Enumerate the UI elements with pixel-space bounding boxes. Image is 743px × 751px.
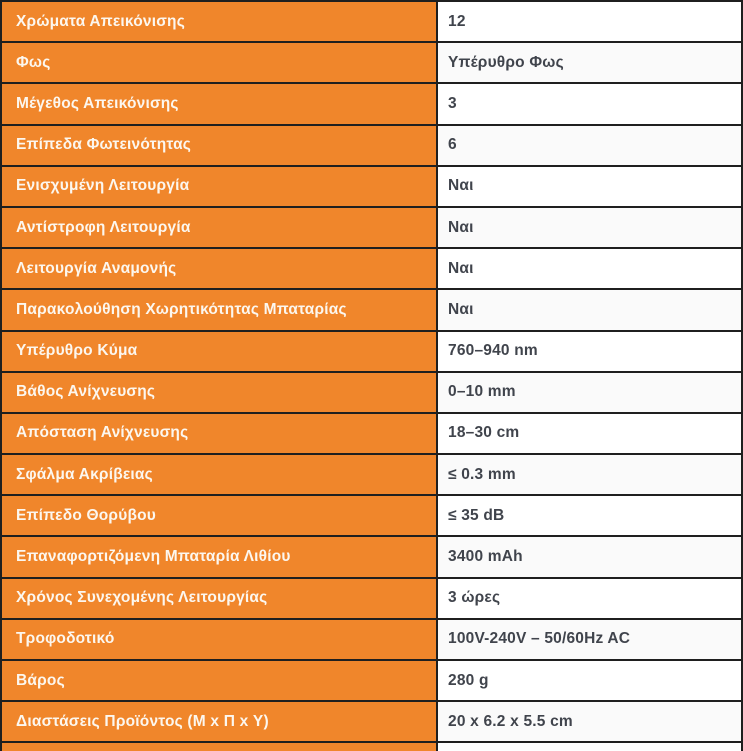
spec-value: 20 x 6.2 x 5.5 cm xyxy=(448,712,573,730)
spec-label-cell: Χρώματα Απεικόνισης xyxy=(2,2,438,42)
spec-label: Φως xyxy=(16,53,51,71)
table-row: Τροφοδοτικό 100V-240V – 50/60Hz AC xyxy=(2,619,741,661)
spec-value-cell: 12 xyxy=(438,2,741,42)
spec-label-cell: Σφάλμα Ακρίβειας xyxy=(2,455,438,495)
spec-label-cell: Διαστάσεις Προϊόντος (Μ x Π x Υ) xyxy=(2,702,438,742)
partial-value-cell xyxy=(438,743,741,751)
spec-value-cell: ≤ 0.3 mm xyxy=(438,455,741,495)
spec-value: Ναι xyxy=(448,177,474,195)
spec-value-cell: Ναι xyxy=(438,166,741,206)
spec-label: Βάρος xyxy=(16,671,65,689)
spec-label-cell: Ενισχυμένη Λειτουργία xyxy=(2,166,438,206)
spec-label-cell: Μέγεθος Απεικόνισης xyxy=(2,84,438,124)
spec-label: Τροφοδοτικό xyxy=(16,630,115,648)
table-row: Μέγεθος Απεικόνισης 3 xyxy=(2,84,741,126)
spec-label: Αντίστροφη Λειτουργία xyxy=(16,218,191,236)
table-row: Επίπεδα Φωτεινότητας 6 xyxy=(2,125,741,167)
table-row: Λειτουργία Αναμονής Ναι xyxy=(2,249,741,291)
spec-label-cell: Παρακολούθηση Χωρητικότητας Μπαταρίας xyxy=(2,290,438,330)
spec-value: Ναι xyxy=(448,259,474,277)
table-row: Ενισχυμένη Λειτουργία Ναι xyxy=(2,166,741,208)
table-row: Απόσταση Ανίχνευσης 18–30 cm xyxy=(2,413,741,456)
spec-label: Χρόνος Συνεχομένης Λειτουργίας xyxy=(16,589,268,607)
spec-label-cell: Τροφοδοτικό xyxy=(2,619,438,659)
spec-label: Επίπεδο Θορύβου xyxy=(16,506,156,524)
table-row: Βάρος 280 g xyxy=(2,661,741,703)
spec-value-cell: Ναι xyxy=(438,207,741,248)
spec-value-cell: 280 g xyxy=(438,661,741,701)
table-row: Διαστάσεις Προϊόντος (Μ x Π x Υ) 20 x 6.… xyxy=(2,702,741,744)
spec-value: 3 ώρες xyxy=(448,589,501,607)
spec-value-cell: 20 x 6.2 x 5.5 cm xyxy=(438,702,741,742)
spec-label: Παρακολούθηση Χωρητικότητας Μπαταρίας xyxy=(16,300,347,318)
spec-value-cell: 3400 mAh xyxy=(438,537,741,577)
spec-label: Βάθος Ανίχνευσης xyxy=(16,383,156,401)
spec-value: 3400 mAh xyxy=(448,548,523,566)
spec-value-cell: Ναι xyxy=(438,290,741,330)
spec-label-cell: Επίπεδο Θορύβου xyxy=(2,496,438,536)
table-row: Επαναφορτιζόμενη Μπαταρία Λιθίου 3400 mA… xyxy=(2,537,741,579)
spec-label-cell: Απόσταση Ανίχνευσης xyxy=(2,413,438,454)
table-row: Φως Υπέρυθρο Φως xyxy=(2,43,741,85)
spec-value: Ναι xyxy=(448,300,474,318)
spec-value-cell: Ναι xyxy=(438,249,741,289)
spec-label-cell: Επίπεδα Φωτεινότητας xyxy=(2,125,438,165)
table-row: Επίπεδο Θορύβου ≤ 35 dB xyxy=(2,496,741,538)
spec-value: Ναι xyxy=(448,218,474,236)
table-row: Σφάλμα Ακρίβειας ≤ 0.3 mm xyxy=(2,455,741,497)
spec-label: Επαναφορτιζόμενη Μπαταρία Λιθίου xyxy=(16,548,291,566)
spec-value-cell: 6 xyxy=(438,125,741,165)
spec-label-cell: Χρόνος Συνεχομένης Λειτουργίας xyxy=(2,578,438,618)
spec-label: Λειτουργία Αναμονής xyxy=(16,259,177,277)
partial-clipped-row xyxy=(2,743,741,751)
spec-label-cell: Λειτουργία Αναμονής xyxy=(2,249,438,289)
spec-value: 12 xyxy=(448,12,466,30)
spec-label-cell: Αντίστροφη Λειτουργία xyxy=(2,207,438,248)
spec-value-cell: 760–940 nm xyxy=(438,331,741,371)
spec-value: 3 xyxy=(448,94,457,112)
table-row: Παρακολούθηση Χωρητικότητας Μπαταρίας Να… xyxy=(2,290,741,332)
spec-value: ≤ 35 dB xyxy=(448,506,505,524)
spec-label-cell: Επαναφορτιζόμενη Μπαταρία Λιθίου xyxy=(2,537,438,577)
table-row: Αντίστροφη Λειτουργία Ναι xyxy=(2,207,741,250)
table-row: Χρώματα Απεικόνισης 12 xyxy=(2,2,741,44)
spec-value: ≤ 0.3 mm xyxy=(448,465,516,483)
spec-label: Χρώματα Απεικόνισης xyxy=(16,12,185,30)
table-row: Βάθος Ανίχνευσης 0–10 mm xyxy=(2,372,741,414)
spec-value-cell: ≤ 35 dB xyxy=(438,496,741,536)
spec-value: 280 g xyxy=(448,671,489,689)
spec-label: Επίπεδα Φωτεινότητας xyxy=(16,136,192,154)
spec-label-cell: Υπέρυθρο Κύμα xyxy=(2,331,438,371)
spec-label: Ενισχυμένη Λειτουργία xyxy=(16,177,190,195)
spec-label: Μέγεθος Απεικόνισης xyxy=(16,94,179,112)
spec-value: Υπέρυθρο Φως xyxy=(448,53,564,71)
spec-value-cell: 18–30 cm xyxy=(438,413,741,454)
spec-value-cell: 3 ώρες xyxy=(438,578,741,618)
partial-label-cell xyxy=(2,743,438,751)
spec-label-cell: Φως xyxy=(2,43,438,83)
spec-value: 760–940 nm xyxy=(448,342,538,360)
spec-value-cell: 100V-240V – 50/60Hz AC xyxy=(438,619,741,659)
spec-value: 18–30 cm xyxy=(448,424,520,442)
spec-value-cell: Υπέρυθρο Φως xyxy=(438,43,741,83)
spec-label-cell: Βάθος Ανίχνευσης xyxy=(2,372,438,412)
table-row: Υπέρυθρο Κύμα 760–940 nm xyxy=(2,331,741,373)
spec-value: 6 xyxy=(448,136,457,154)
spec-value-cell: 0–10 mm xyxy=(438,372,741,412)
spec-label: Διαστάσεις Προϊόντος (Μ x Π x Υ) xyxy=(16,712,269,730)
spec-value: 0–10 mm xyxy=(448,383,516,401)
spec-label: Υπέρυθρο Κύμα xyxy=(16,342,138,360)
table-row: Χρόνος Συνεχομένης Λειτουργίας 3 ώρες xyxy=(2,578,741,620)
spec-label-cell: Βάρος xyxy=(2,661,438,701)
spec-label: Σφάλμα Ακρίβειας xyxy=(16,465,153,483)
spec-value: 100V-240V – 50/60Hz AC xyxy=(448,630,631,648)
spec-value-cell: 3 xyxy=(438,84,741,124)
spec-label: Απόσταση Ανίχνευσης xyxy=(16,424,189,442)
